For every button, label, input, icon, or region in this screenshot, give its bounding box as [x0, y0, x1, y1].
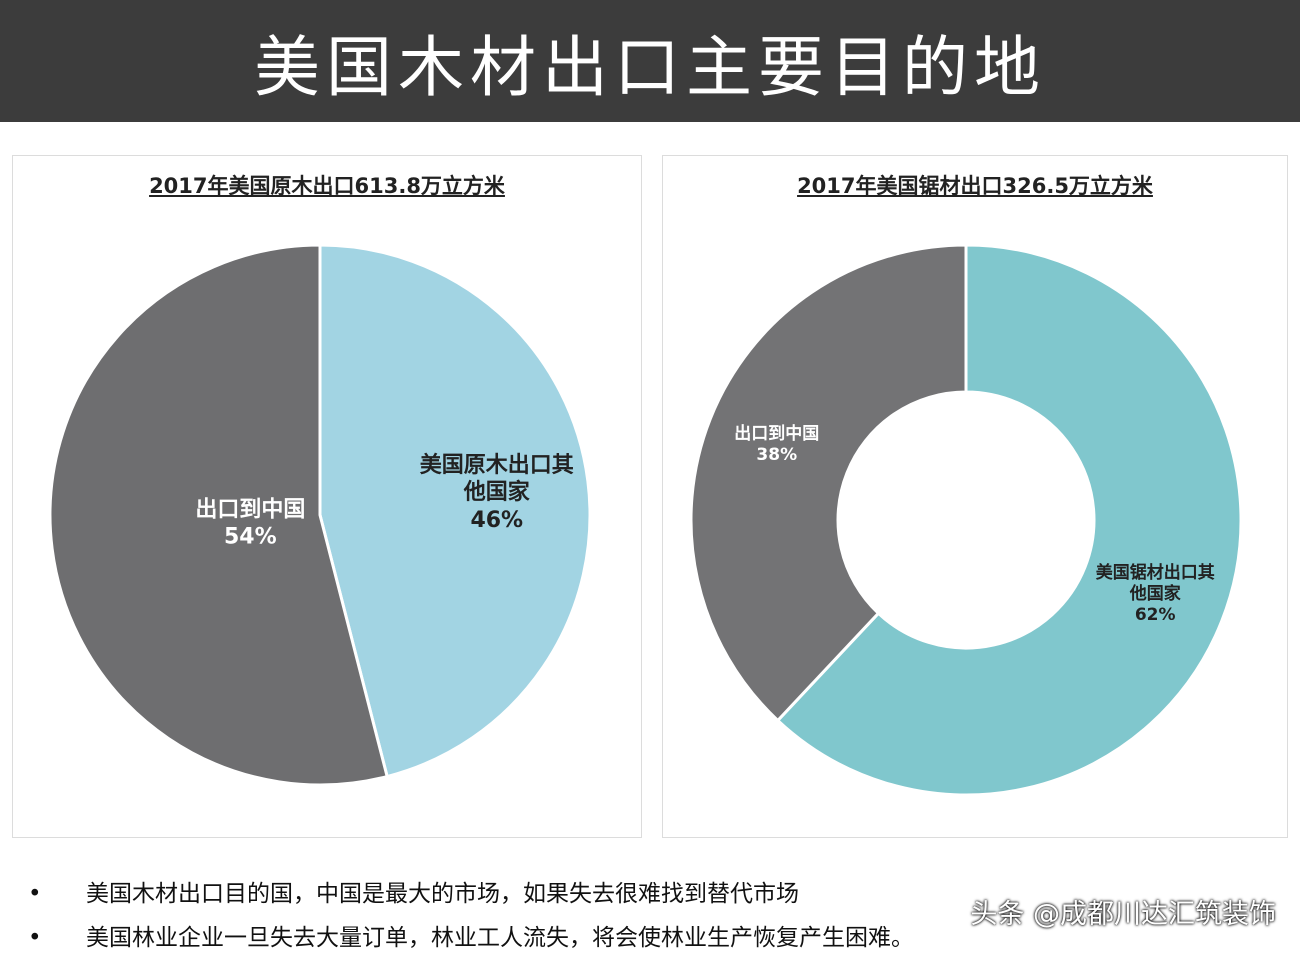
watermark: 头条 @成都川达汇筑装饰: [970, 899, 1276, 930]
slice-value: 54%: [224, 524, 277, 550]
slice: [775, 243, 1243, 797]
slice-label: 出口到中国 54%: [180, 496, 320, 551]
bullet: 美国林业企业一旦失去大量订单，林业工人流失，将会使林业生产恢复产生困难。: [28, 916, 914, 960]
slice-category: 美国原木出口其他国家: [419, 452, 574, 505]
chart-panel: [662, 155, 1288, 838]
bullet: 美国木材出口目的国，中国是最大的市场，如果失去很难找到替代市场: [28, 872, 914, 916]
slice-value: 38%: [756, 445, 798, 466]
bullet-list: 美国木材出口目的国，中国是最大的市场，如果失去很难找到替代市场 美国林业企业一旦…: [28, 872, 914, 960]
slice-label: 美国锯材出口其他国家 62%: [1095, 563, 1215, 627]
slice-value: 46%: [470, 507, 524, 533]
slice: [318, 243, 592, 779]
chart-panel: [12, 155, 642, 838]
slice-category: 美国锯材出口其他国家: [1095, 563, 1215, 605]
slice-label: 美国原木出口其他国家 46%: [412, 451, 582, 534]
header: 美国木材出口主要目的地: [0, 0, 1300, 122]
slice-category: 出口到中国: [734, 423, 820, 444]
slice-category: 出口到中国: [195, 497, 306, 523]
slice-value: 62%: [1134, 605, 1176, 626]
slice-label: 出口到中国 38%: [717, 424, 837, 467]
slice: [689, 243, 968, 723]
chart-title: 2017年美国原木出口613.8万立方米: [149, 174, 505, 198]
page-title: 美国木材出口主要目的地: [254, 29, 1046, 106]
slice: [48, 243, 389, 787]
chart-title: 2017年美国锯材出口326.5万立方米: [797, 174, 1153, 198]
